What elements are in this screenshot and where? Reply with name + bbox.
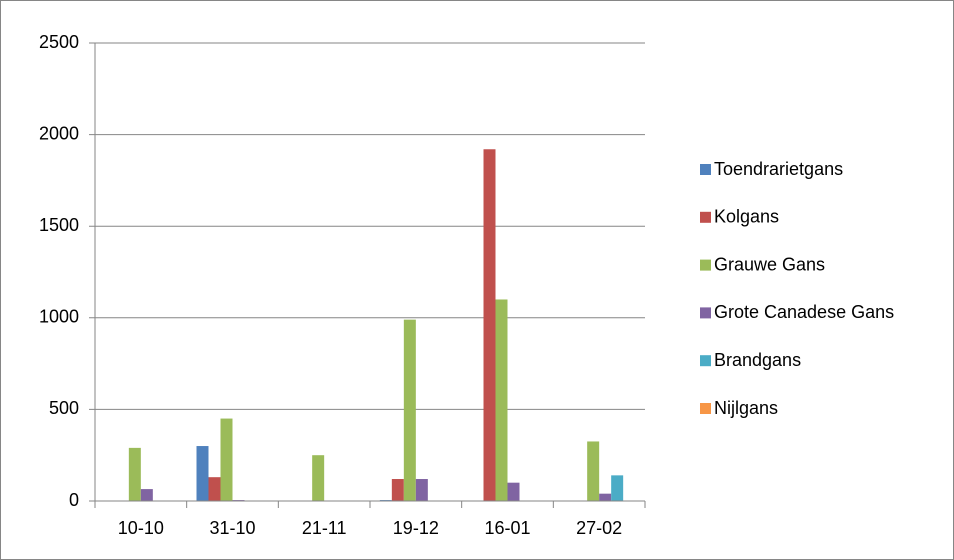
bar [611,475,624,501]
x-tick-label: 27-02 [576,518,622,538]
x-tick-label: 19-12 [393,518,439,538]
legend-label: Grauwe Gans [714,254,825,274]
bar [312,455,325,501]
x-tick-label: 16-01 [484,518,530,538]
y-tick-label: 1500 [39,215,79,235]
legend-label: Grote Canadese Gans [714,302,894,322]
x-tick-label: 21-11 [302,518,347,538]
y-tick-label: 0 [69,490,79,510]
bar [403,319,416,501]
legend-label: Toendrarietgans [714,159,843,179]
bar [196,446,209,501]
legend-swatch [700,307,711,319]
y-tick-label: 2000 [39,123,79,143]
bar [128,447,141,501]
legend-label: Kolgans [714,207,779,227]
legend-swatch [700,211,711,223]
legend-swatch [700,259,711,271]
x-tick-label: 31-10 [209,518,255,538]
bar [208,477,221,501]
bar [483,149,496,502]
y-tick-label: 2500 [39,32,79,52]
y-tick-label: 500 [49,398,79,418]
bar [507,482,520,501]
x-tick-label: 10-10 [118,518,164,538]
legend-label: Brandgans [714,350,801,370]
bar [220,418,233,501]
bar [391,479,404,501]
bar [599,493,612,501]
bar [140,489,153,501]
bar [495,299,508,501]
bar [415,479,428,501]
legend-swatch [700,403,711,414]
bar [587,441,600,501]
legend-label: Nijlgans [714,398,778,418]
legend-swatch [700,355,711,367]
y-tick-label: 1000 [39,307,79,327]
legend-swatch [700,164,711,175]
